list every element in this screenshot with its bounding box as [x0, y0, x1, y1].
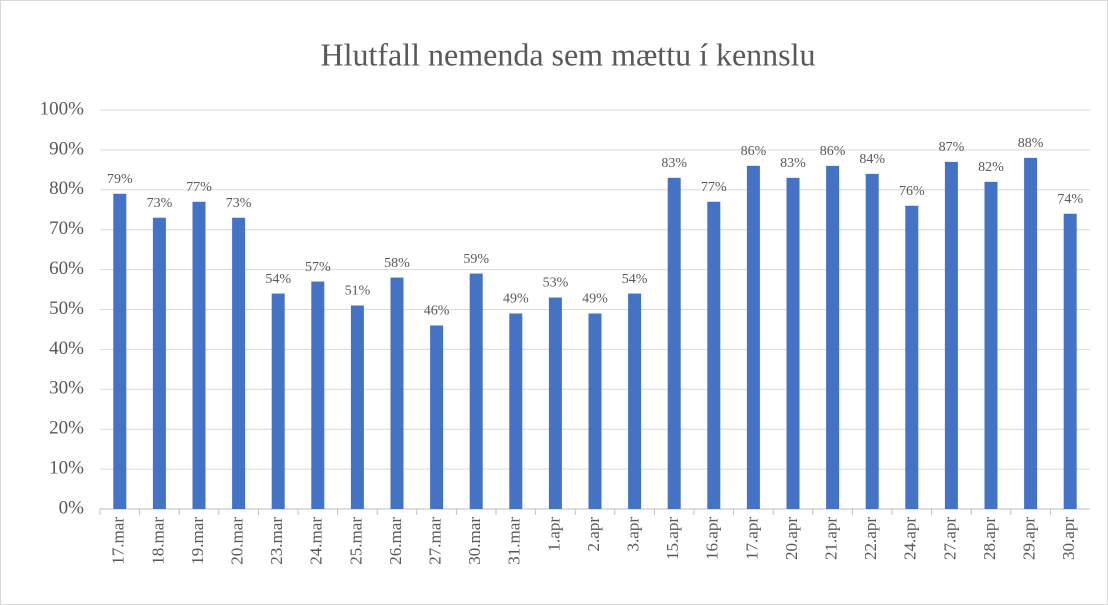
x-tick-label: 20.apr	[782, 517, 801, 560]
value-label: 58%	[384, 256, 410, 271]
value-label: 79%	[107, 172, 133, 187]
y-tick-label: 90%	[49, 138, 84, 159]
y-tick-label: 70%	[49, 218, 84, 239]
x-tick-label: 26.mar	[386, 517, 405, 565]
bar	[232, 217, 246, 510]
x-tick-label: 29.apr	[1020, 517, 1039, 560]
y-tick-label: 100%	[40, 98, 85, 119]
y-tick-label: 10%	[49, 457, 84, 478]
x-tick-label: 27.mar	[426, 517, 445, 565]
value-label: 49%	[582, 292, 608, 307]
y-tick-label: 60%	[49, 258, 84, 279]
value-label: 57%	[305, 260, 331, 275]
x-tick-label: 21.apr	[822, 517, 841, 560]
y-tick-label: 20%	[49, 418, 84, 439]
x-tick-label: 18.mar	[148, 517, 167, 565]
bar	[826, 165, 840, 510]
value-label: 83%	[661, 156, 687, 171]
x-tick-label: 24.apr	[901, 517, 920, 560]
bar	[509, 313, 523, 509]
value-label: 88%	[1018, 136, 1044, 151]
bar	[548, 297, 562, 509]
y-tick-label: 30%	[49, 378, 84, 399]
bar	[786, 177, 800, 509]
x-tick-label: 1.apr	[544, 517, 563, 552]
y-tick-label: 80%	[49, 178, 84, 199]
x-tick-label: 28.apr	[980, 517, 999, 560]
value-label: 59%	[463, 252, 489, 267]
bar	[430, 325, 444, 509]
value-label: 76%	[899, 184, 925, 199]
x-tick-label: 24.mar	[307, 517, 326, 565]
value-label: 77%	[186, 180, 212, 195]
x-tick-label: 15.apr	[663, 517, 682, 560]
bar	[113, 193, 127, 510]
bar	[152, 217, 166, 510]
bar	[192, 201, 206, 509]
chart-title: Hlutfall nemenda sem mættu í kennslu	[320, 36, 815, 72]
bar	[628, 293, 642, 509]
x-tick-label: 30.mar	[465, 517, 484, 565]
x-tick-label: 3.apr	[624, 517, 643, 552]
value-label: 74%	[1057, 192, 1083, 207]
bar	[667, 177, 681, 509]
bar	[390, 277, 404, 509]
x-tick-label: 31.mar	[505, 517, 524, 565]
x-tick-label: 30.apr	[1059, 517, 1078, 560]
value-label: 53%	[543, 276, 569, 291]
value-label: 46%	[424, 304, 450, 319]
x-tick-label: 16.apr	[703, 517, 722, 560]
bar	[707, 201, 721, 509]
x-tick-label: 17.mar	[109, 517, 128, 565]
value-label: 73%	[226, 196, 252, 211]
x-tick-label: 17.apr	[742, 517, 761, 560]
value-label: 77%	[701, 180, 727, 195]
x-tick-label: 23.mar	[267, 517, 286, 565]
value-label: 86%	[741, 144, 767, 159]
value-label: 51%	[345, 284, 371, 299]
x-tick-label: 2.apr	[584, 517, 603, 552]
bar	[944, 161, 958, 509]
y-tick-label: 0%	[59, 497, 85, 518]
bar	[469, 273, 483, 509]
value-label: 87%	[939, 140, 965, 155]
value-label: 84%	[859, 152, 885, 167]
value-label: 73%	[147, 196, 173, 211]
bar	[311, 281, 325, 509]
x-tick-label: 19.mar	[188, 517, 207, 565]
value-label: 86%	[820, 144, 846, 159]
y-tick-label: 50%	[49, 298, 84, 319]
bar	[588, 313, 602, 509]
y-tick-label: 40%	[49, 338, 84, 359]
value-label: 83%	[780, 156, 806, 171]
bar	[905, 205, 919, 509]
bar	[984, 181, 998, 509]
x-tick-label: 22.apr	[861, 517, 880, 560]
bar	[1063, 213, 1077, 510]
x-tick-label: 27.apr	[940, 517, 959, 560]
value-label: 54%	[265, 272, 291, 287]
value-label: 54%	[622, 272, 648, 287]
x-tick-label: 25.mar	[346, 517, 365, 565]
bar	[350, 305, 364, 509]
value-label: 82%	[978, 160, 1004, 175]
bar	[746, 165, 760, 510]
value-label: 49%	[503, 292, 529, 307]
bar	[271, 293, 285, 509]
x-tick-label: 20.mar	[228, 517, 247, 565]
bar	[1024, 157, 1038, 509]
bar	[865, 173, 879, 509]
